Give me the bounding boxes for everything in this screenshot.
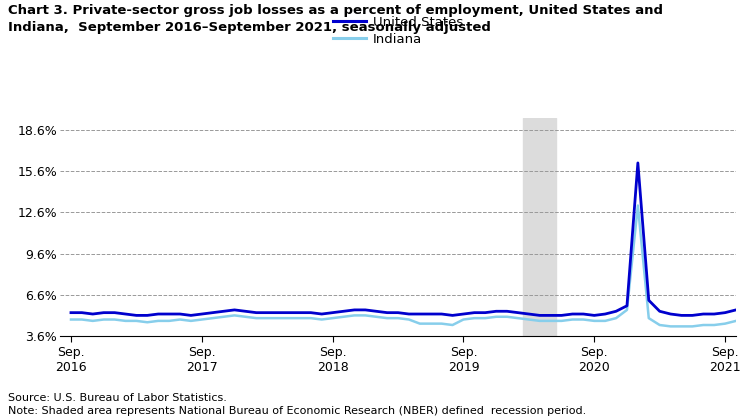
- Legend: United States, Indiana: United States, Indiana: [328, 10, 468, 51]
- Text: Source: U.S. Bureau of Labor Statistics.
Note: Shaded area represents National B: Source: U.S. Bureau of Labor Statistics.…: [8, 393, 586, 416]
- Bar: [523, 118, 556, 336]
- Text: Chart 3. Private-sector gross job losses as a percent of employment, United Stat: Chart 3. Private-sector gross job losses…: [8, 4, 662, 34]
